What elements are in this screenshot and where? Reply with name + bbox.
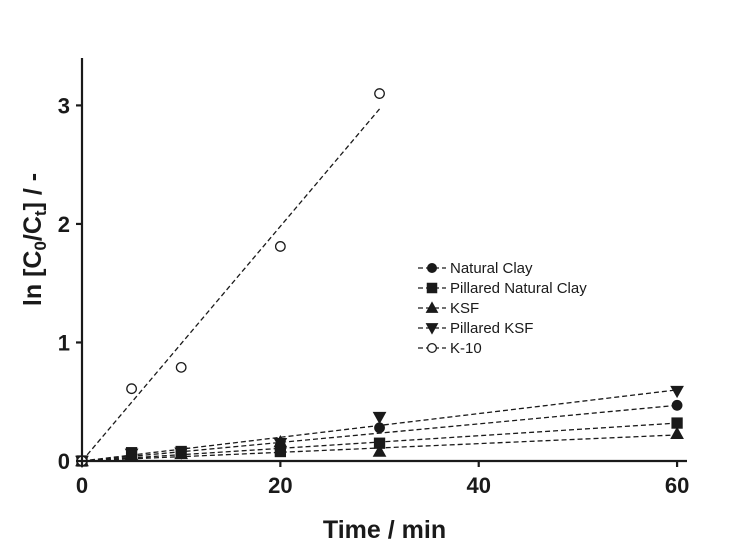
data-point	[126, 383, 137, 395]
y-title-subscript-t: t	[31, 210, 50, 216]
data-point	[174, 447, 189, 460]
legend-marker	[425, 301, 439, 313]
legend-marker	[426, 342, 438, 354]
x-tick-label: 40	[466, 473, 490, 498]
data-point	[374, 88, 385, 99]
legend-marker	[426, 282, 438, 294]
x-axis-title: Time / min	[323, 516, 446, 544]
ticks: 0 20 40 60 0 1 2 3	[58, 93, 690, 498]
fit-lines	[81, 108, 678, 462]
data-point	[273, 437, 288, 451]
y-title-part-mid: /C	[19, 216, 47, 241]
legend-label: Pillared KSF	[450, 320, 533, 337]
y-tick-label: 0	[58, 449, 70, 474]
data-point	[124, 448, 139, 461]
y-axis-title: ln [C0/Ct] / -	[19, 173, 50, 306]
legend-label: Pillared Natural Clay	[450, 280, 587, 297]
data-point	[372, 444, 387, 457]
legend-label: KSF	[450, 300, 479, 317]
data-points	[75, 88, 684, 469]
x-tick-label: 60	[665, 473, 689, 498]
y-tick-label: 3	[58, 93, 70, 118]
y-tick-label: 2	[58, 212, 70, 237]
x-tick-label: 20	[268, 473, 292, 498]
data-point	[274, 241, 286, 252]
data-point	[671, 417, 683, 429]
legend-marker	[425, 323, 439, 335]
x-tick-label: 0	[76, 473, 88, 498]
data-point	[670, 426, 684, 439]
legend-label: K-10	[450, 340, 482, 357]
data-point	[175, 361, 187, 373]
y-title-subscript-0: 0	[31, 241, 50, 250]
axes	[80, 58, 687, 463]
data-point	[374, 422, 385, 434]
y-title-part-tail: ] / -	[19, 173, 47, 211]
y-title-part-main: ln [C	[19, 251, 47, 307]
legend-marker	[426, 262, 438, 274]
legend-label: Natural Clay	[450, 260, 533, 277]
fit-line	[81, 108, 381, 462]
legend: Natural Clay Pillared Natural Clay KSF Pill…	[418, 260, 587, 357]
data-point	[670, 385, 684, 399]
data-point	[671, 399, 683, 411]
y-tick-label: 1	[58, 330, 70, 355]
data-point	[372, 411, 387, 425]
